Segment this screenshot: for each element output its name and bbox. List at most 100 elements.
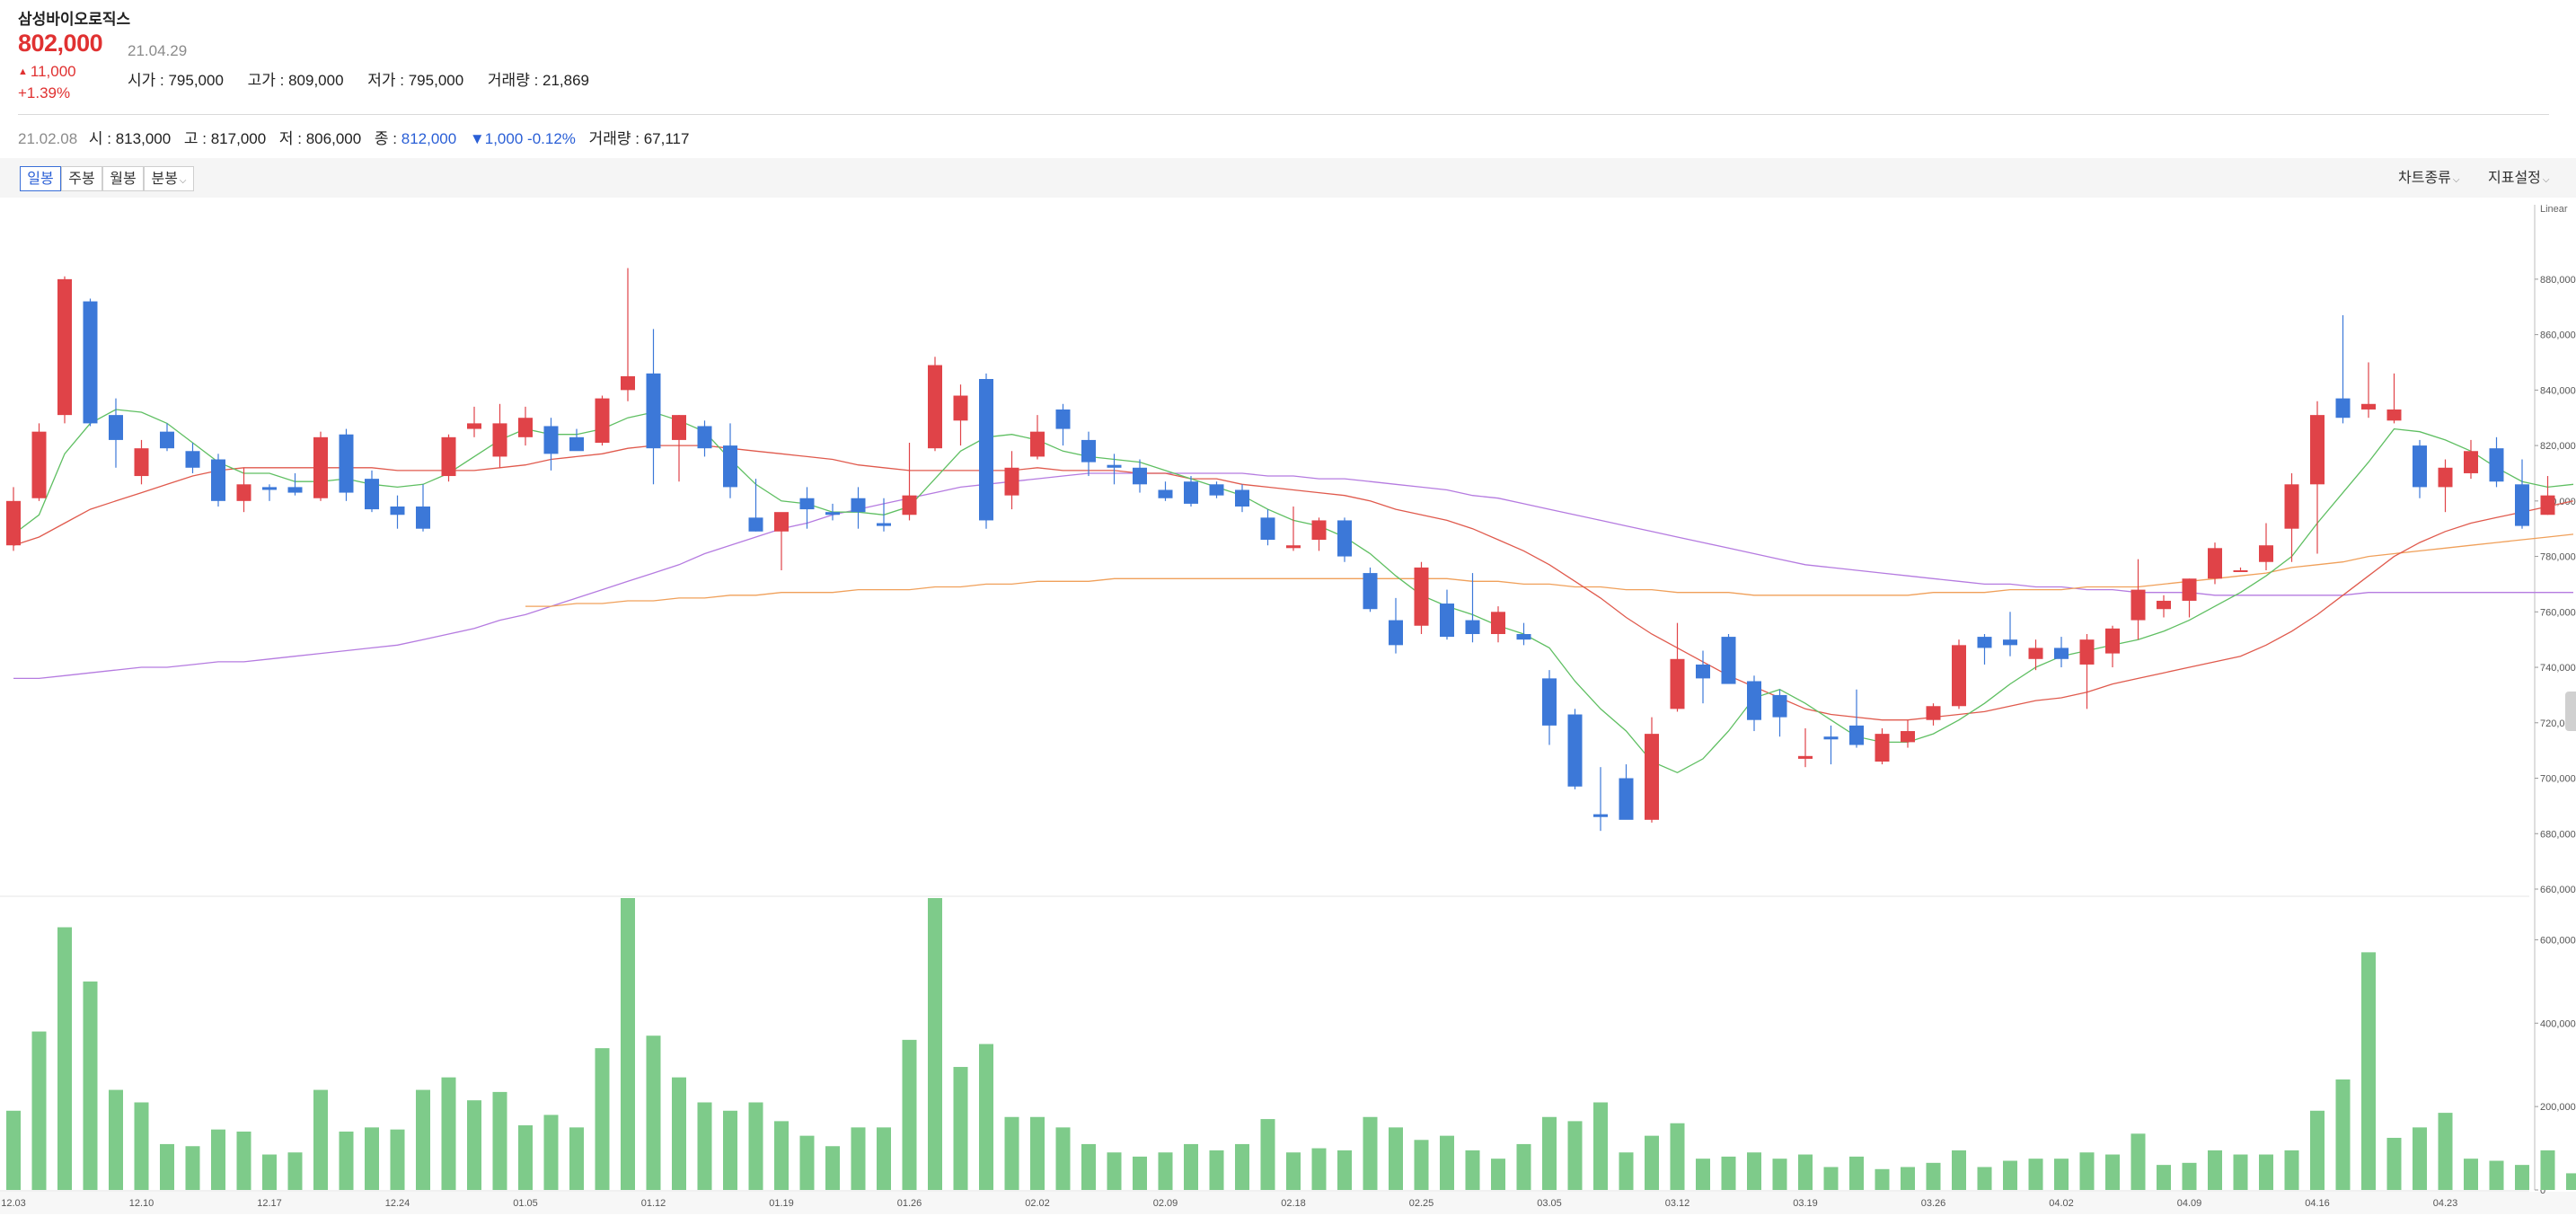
candle-body [1619, 778, 1634, 820]
candle-body [287, 487, 303, 493]
volume-bar [2566, 1173, 2576, 1190]
candle-body [2130, 589, 2146, 621]
candle-body [2157, 600, 2171, 610]
price-tick-label: 880,000 [2540, 275, 2576, 286]
volume-bar [2054, 1159, 2069, 1190]
volume-bar [2259, 1154, 2273, 1190]
candle-body [236, 484, 251, 501]
candle-body [160, 431, 174, 449]
period-daily-button[interactable]: 일봉 [20, 166, 61, 191]
candle-body [1440, 604, 1454, 638]
volume-bar [1670, 1123, 1685, 1190]
volume-bar [31, 1031, 47, 1190]
indicator-settings-label: 지표설정 [2488, 171, 2541, 186]
x-tick-label: 04.02 [2049, 1198, 2074, 1209]
volume-bar [1389, 1127, 1403, 1190]
volume-bar [1055, 1127, 1071, 1190]
candle-body [1260, 517, 1275, 541]
x-tick-label: 02.25 [1409, 1198, 1434, 1209]
volume-bar [1158, 1152, 1173, 1190]
ma20-line [13, 445, 2574, 721]
period-minute-label: 분봉 [151, 172, 178, 187]
candle-body [2105, 628, 2120, 654]
volume-bar [211, 1129, 225, 1190]
volume-bar [774, 1121, 789, 1190]
candle-body [569, 436, 584, 452]
candle-body [2028, 648, 2043, 659]
x-tick-label: 03.12 [1665, 1198, 1690, 1209]
volume-bar [2208, 1150, 2222, 1190]
volume-bar [467, 1100, 481, 1190]
open-price: 시가 : 795,000 [128, 72, 224, 89]
candle-body [1952, 645, 1966, 707]
candle-body [1158, 489, 1173, 498]
candle-body [1875, 734, 1890, 762]
hover-close: 812,000 [401, 130, 457, 147]
candle-body [1030, 431, 1045, 457]
period-monthly-button[interactable]: 월봉 [102, 166, 144, 191]
candle-body [2386, 409, 2402, 421]
volume-bar [1337, 1150, 1352, 1190]
volume: 거래량 : 21,869 [487, 72, 590, 89]
period-weekly-button[interactable]: 주봉 [61, 166, 102, 191]
volume-bar [646, 1035, 661, 1190]
chevron-down-icon: ⌵ [179, 176, 187, 186]
candle-body [1645, 734, 1659, 820]
candle-body [1567, 714, 1583, 787]
candle-body [1184, 481, 1198, 504]
volume-bar [109, 1089, 123, 1190]
x-tick-label: 12.17 [257, 1198, 282, 1209]
candle-body [339, 434, 354, 493]
candle-body [723, 445, 737, 488]
price-tick-label: 760,000 [2540, 607, 2576, 618]
candle-body [1901, 731, 1915, 743]
candle-body [1747, 681, 1761, 720]
volume-bar [1901, 1167, 1915, 1190]
x-tick-label: 01.19 [769, 1198, 794, 1209]
volume-bar [365, 1127, 379, 1190]
volume-bar [1081, 1143, 1096, 1190]
volume-bar [1567, 1121, 1583, 1190]
candle-body [851, 498, 866, 513]
candle-body [1542, 678, 1557, 726]
candle-body [185, 451, 200, 468]
ma120-line [13, 472, 2573, 680]
volume-bar [492, 1091, 507, 1190]
candle-body [2515, 484, 2529, 526]
volume-bar [441, 1077, 456, 1190]
period-minute-dropdown[interactable]: 분봉 ⌵ [144, 166, 194, 191]
volume-bar [185, 1146, 200, 1190]
price-tick-label: 700,000 [2540, 774, 2576, 785]
volume-bar [1184, 1143, 1198, 1190]
price-tick-label: 680,000 [2540, 829, 2576, 840]
volume-bar [2515, 1165, 2529, 1190]
indicator-settings-dropdown[interactable]: 지표설정 ⌵ [2488, 166, 2549, 191]
price-tick-label: 740,000 [2540, 663, 2576, 674]
candle-body [441, 436, 456, 477]
x-tick-label: 01.05 [513, 1198, 538, 1209]
hover-close-prefix: 종 : [374, 130, 401, 147]
volume-bar [2182, 1162, 2197, 1190]
candle-body [2489, 448, 2504, 482]
volume-tick-label: 0 [2540, 1185, 2545, 1196]
volume-bar [83, 981, 98, 1190]
x-tick-label: 12.24 [385, 1198, 410, 1209]
x-tick-label: 01.26 [897, 1198, 922, 1209]
volume-bar [262, 1154, 277, 1190]
hover-change-pct: -0.12% [527, 130, 576, 147]
stock-chart[interactable]: Linear880,000860,000840,000820,000800,00… [0, 198, 2576, 1216]
volume-bar [1645, 1135, 1659, 1190]
candle-body [1389, 620, 1403, 646]
volume-bar [2105, 1154, 2120, 1190]
candle-body [2361, 403, 2376, 410]
chart-type-dropdown[interactable]: 차트종류 ⌵ [2398, 166, 2459, 191]
volume-tick-label: 600,000 [2540, 935, 2576, 946]
axis-scroll-handle[interactable] [2565, 692, 2576, 731]
candle-body [1670, 658, 1685, 709]
candle-body [1977, 637, 1992, 648]
volume-bar [569, 1127, 584, 1190]
candle-body [518, 418, 533, 437]
volume-bar [2489, 1160, 2504, 1190]
volume-bar [2310, 1110, 2325, 1190]
candle-body [467, 423, 481, 429]
